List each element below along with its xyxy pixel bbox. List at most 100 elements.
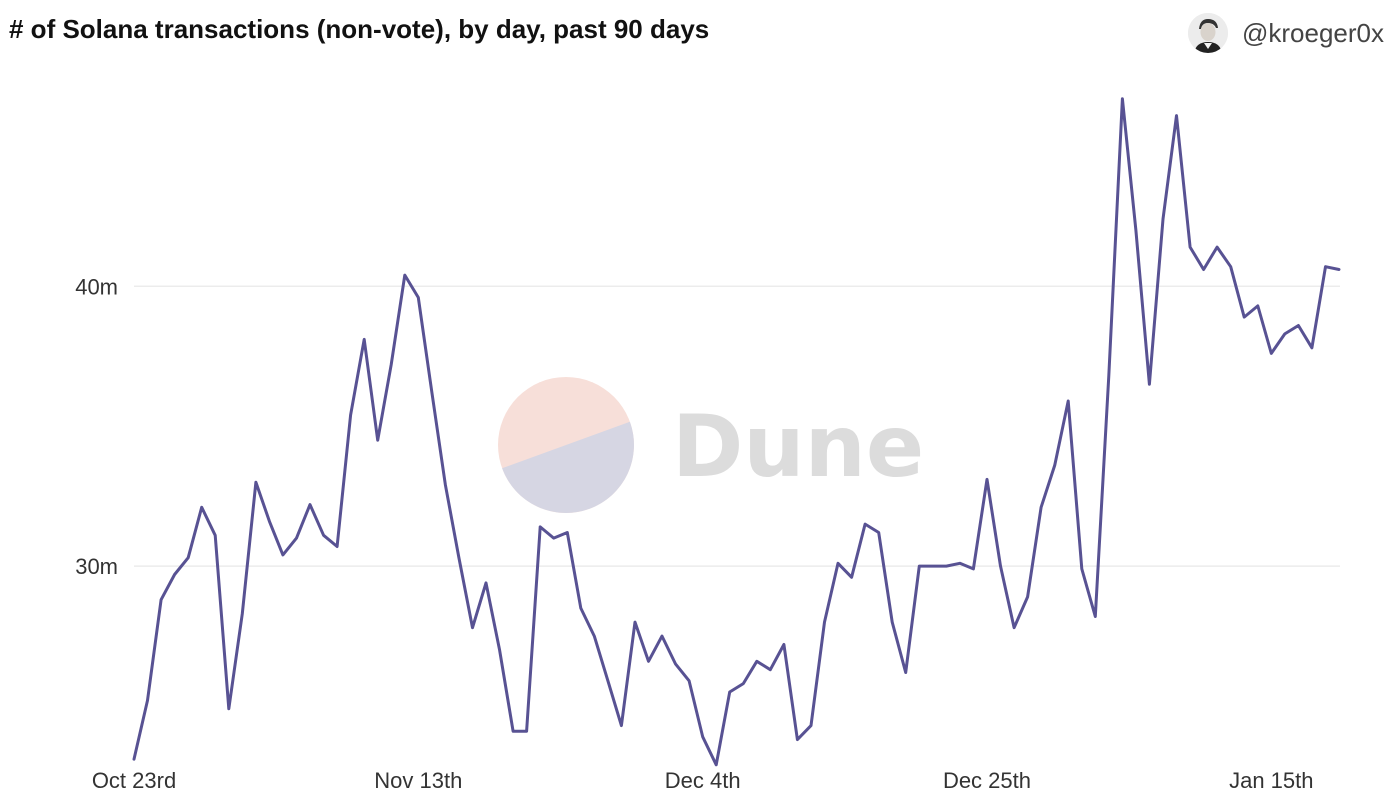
data-point[interactable] [510, 728, 516, 734]
data-point[interactable] [334, 544, 340, 550]
data-point[interactable] [1119, 96, 1125, 102]
data-point[interactable] [876, 530, 882, 536]
data-point[interactable] [375, 437, 381, 443]
data-point[interactable] [1106, 373, 1112, 379]
data-point[interactable] [1282, 331, 1288, 337]
data-point[interactable] [1146, 381, 1152, 387]
data-point[interactable] [348, 412, 354, 418]
data-point[interactable] [1174, 113, 1180, 119]
data-point[interactable] [1255, 303, 1261, 309]
data-point[interactable] [158, 597, 164, 603]
data-point[interactable] [470, 625, 476, 631]
data-point[interactable] [781, 642, 787, 648]
data-point[interactable] [253, 479, 259, 485]
data-point[interactable] [564, 530, 570, 536]
data-point[interactable] [713, 762, 719, 768]
data-point[interactable] [1201, 267, 1207, 273]
data-point[interactable] [1268, 350, 1274, 356]
data-point[interactable] [442, 482, 448, 488]
data-point[interactable] [1295, 323, 1301, 329]
data-point[interactable] [794, 737, 800, 743]
data-point[interactable] [402, 272, 408, 278]
data-point[interactable] [970, 566, 976, 572]
x-tick-label: Dec 4th [665, 768, 741, 793]
data-point[interactable] [767, 667, 773, 673]
data-point[interactable] [280, 552, 286, 558]
data-point[interactable] [998, 563, 1004, 569]
data-point[interactable] [497, 647, 503, 653]
data-point[interactable] [754, 658, 760, 664]
data-point[interactable] [212, 532, 218, 538]
data-point[interactable] [199, 504, 205, 510]
data-point[interactable] [1187, 244, 1193, 250]
data-point[interactable] [835, 560, 841, 566]
data-point[interactable] [131, 756, 137, 762]
data-point[interactable] [889, 619, 895, 625]
author-handle[interactable]: @kroeger0x [1241, 17, 1384, 48]
author-avatar[interactable] [1187, 13, 1228, 53]
data-point[interactable] [1092, 614, 1098, 620]
y-tick-label: 40m [75, 274, 118, 299]
data-point[interactable] [618, 723, 624, 729]
dune-logo-lower-half [502, 421, 635, 513]
data-point[interactable] [266, 518, 272, 524]
data-point[interactable] [551, 535, 557, 541]
data-point[interactable] [1241, 314, 1247, 320]
data-point[interactable] [943, 563, 949, 569]
data-point[interactable] [537, 524, 543, 530]
gridlines [134, 285, 1340, 567]
data-point[interactable] [903, 670, 909, 676]
data-point[interactable] [1011, 625, 1017, 631]
data-point[interactable] [456, 555, 462, 561]
data-point[interactable] [984, 476, 990, 482]
data-point[interactable] [1065, 398, 1071, 404]
data-point[interactable] [483, 580, 489, 586]
data-point[interactable] [605, 678, 611, 684]
data-point[interactable] [1133, 227, 1139, 233]
data-point[interactable] [1052, 462, 1058, 468]
data-point[interactable] [808, 723, 814, 729]
data-point[interactable] [1336, 267, 1342, 273]
data-point[interactable] [172, 572, 178, 578]
data-point[interactable] [1309, 345, 1315, 351]
data-point[interactable] [1323, 264, 1329, 270]
data-point[interactable] [1079, 566, 1085, 572]
data-point[interactable] [822, 619, 828, 625]
data-point[interactable] [591, 633, 597, 639]
data-point[interactable] [646, 658, 652, 664]
data-point[interactable] [686, 678, 692, 684]
data-point[interactable] [1025, 594, 1031, 600]
data-point[interactable] [321, 532, 327, 538]
data-point[interactable] [862, 521, 868, 527]
data-point[interactable] [659, 633, 665, 639]
data-point[interactable] [524, 728, 530, 734]
data-point[interactable] [1214, 244, 1220, 250]
data-point[interactable] [578, 605, 584, 611]
author-badge[interactable]: @kroeger0x [1187, 12, 1384, 54]
data-point[interactable] [185, 555, 191, 561]
data-point[interactable] [145, 697, 151, 703]
data-point[interactable] [429, 390, 435, 396]
data-point[interactable] [361, 336, 367, 342]
series-line[interactable] [132, 97, 1341, 767]
data-point[interactable] [727, 689, 733, 695]
data-point[interactable] [957, 560, 963, 566]
data-point[interactable] [700, 734, 706, 740]
data-point[interactable] [740, 681, 746, 687]
data-point[interactable] [930, 563, 936, 569]
data-point[interactable] [1038, 504, 1044, 510]
data-point[interactable] [415, 295, 421, 301]
y-tick-label: 30m [75, 554, 118, 579]
data-point[interactable] [673, 661, 679, 667]
data-point[interactable] [307, 502, 313, 508]
x-tick-label: Dec 25th [943, 768, 1031, 793]
data-point[interactable] [226, 706, 232, 712]
data-point[interactable] [632, 619, 638, 625]
data-point[interactable] [294, 535, 300, 541]
data-point[interactable] [388, 362, 394, 368]
data-point[interactable] [239, 611, 245, 617]
data-point[interactable] [849, 574, 855, 580]
data-point[interactable] [1160, 216, 1166, 222]
data-point[interactable] [916, 563, 922, 569]
data-point[interactable] [1228, 264, 1234, 270]
